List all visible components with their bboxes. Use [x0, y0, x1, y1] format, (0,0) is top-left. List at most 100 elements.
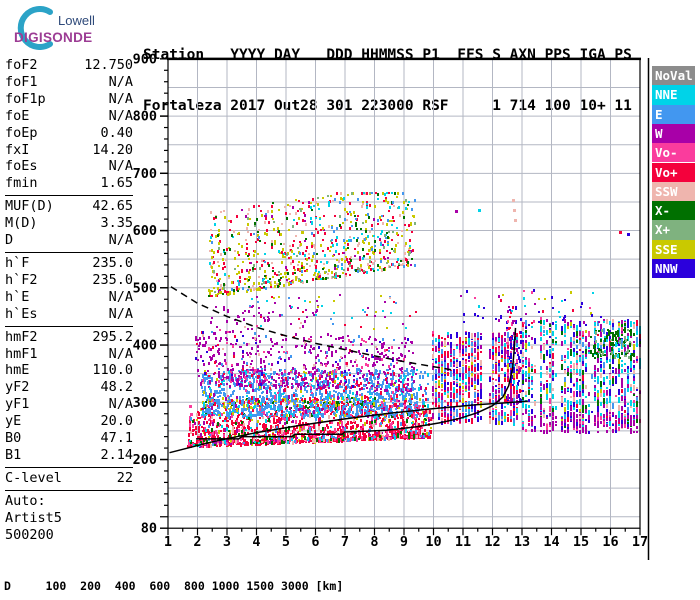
param-row-hf: h`F 235.0: [5, 255, 133, 272]
legend-item-sse: SSE: [652, 239, 695, 259]
scatter-purple-high-sparse: [210, 305, 319, 330]
param-label: foEs: [5, 158, 38, 175]
y-tick-label: 80: [141, 521, 157, 537]
scatter-point: [513, 209, 516, 212]
scatter-mid-sparse: [256, 294, 404, 325]
x-tick-label: 5: [282, 534, 290, 550]
param-label: h`F2: [5, 271, 38, 288]
scatter-second-hop: [208, 192, 415, 297]
param-row-he: h`E N/A: [5, 289, 133, 306]
y-tick-label: 400: [133, 338, 157, 354]
param-row-fmin: fmin 1.65: [5, 175, 133, 192]
legend-item-vo: Vo-: [652, 143, 695, 163]
scatter-point: [514, 219, 517, 222]
scatter-point: [478, 209, 481, 212]
param-value: 42.65: [92, 198, 133, 215]
scatter-mid-right-sparse: [474, 290, 591, 324]
scatter-right-outer-bottom: [522, 412, 638, 432]
x-tick-label: 4: [252, 534, 260, 550]
legend-item-ssw: SSW: [652, 181, 695, 202]
scatter-point: [627, 233, 630, 236]
param-label: foEp: [5, 124, 38, 141]
param-row-d: D N/A: [5, 232, 133, 249]
param-value: 22: [116, 469, 133, 486]
param-value: 12.750: [84, 57, 133, 73]
param-value: N/A: [108, 396, 133, 413]
curve-artist-trace: [196, 327, 517, 440]
x-tick-label: 12: [484, 534, 500, 550]
autoscaling-info: Auto: Artist5 500200: [5, 489, 133, 544]
param-row-b0: B0 47.1: [5, 430, 133, 447]
scatter-cusp-vertical: [506, 306, 522, 406]
param-group: C-level 22: [5, 466, 133, 487]
param-label: B0: [5, 430, 22, 447]
param-value: 235.0: [92, 254, 133, 271]
param-label: h`F: [5, 254, 30, 271]
legend-item-nne: NNE: [652, 85, 695, 105]
scatter-point: [189, 405, 192, 408]
param-label: M(D): [5, 215, 38, 232]
y-tick-label: 300: [133, 395, 157, 411]
scatter-cusp-vertical: [506, 306, 522, 402]
param-value: N/A: [108, 90, 133, 107]
x-tick-label: 10: [425, 534, 441, 550]
scatter-w-band: [195, 330, 415, 393]
x-tick-label: 11: [455, 534, 471, 550]
param-group: MUF(D) 42.65 M(D) 3.35 D N/A: [5, 195, 133, 249]
param-label: yF2: [5, 379, 30, 396]
param-group: foF2 12.750 foF1 N/A foF1p N/A foE N/A foEp 0.40 f…: [5, 57, 133, 192]
param-label: foF1: [5, 73, 38, 90]
x-tick-label: 3: [223, 534, 231, 550]
param-row-clevel: C-level 22: [5, 470, 133, 487]
x-tick-label: 9: [400, 534, 408, 550]
scatter-point: [190, 413, 193, 416]
y-tick-label: 600: [133, 223, 157, 239]
param-label: D: [5, 232, 14, 249]
param-label: B1: [5, 446, 22, 463]
x-tick-label: 15: [573, 534, 589, 550]
param-label: yF1: [5, 396, 30, 413]
param-row-yf2: yF2 48.2: [5, 379, 133, 396]
x-tick-label: 1: [164, 534, 172, 550]
scatter-point: [455, 210, 458, 213]
legend-item-w: W: [652, 123, 695, 144]
scatter-mid-right-sparse: [460, 295, 600, 324]
scatter-trace-green-top: [208, 396, 382, 411]
x-tick-label: 17: [632, 534, 648, 550]
param-value: 3.35: [100, 215, 133, 232]
param-label: fxI: [5, 141, 30, 158]
param-value: N/A: [108, 158, 133, 175]
y-tick-label: 200: [133, 452, 157, 468]
param-row-fxi: fxI 14.20: [5, 142, 133, 159]
auto-line: Auto:: [5, 492, 46, 509]
param-value: 235.0: [92, 271, 133, 288]
param-label: hmE: [5, 362, 30, 379]
param-label: foF1p: [5, 90, 46, 107]
param-group: hmF2 295.2 hmF1 N/A hmE 110.0 yF2 48.2 yF1 N/A yE 2…: [5, 325, 133, 464]
scaled-parameters-panel: foF2 12.750 foF1 N/A foF1p N/A foE N/A foEp 0.40 f…: [5, 57, 133, 543]
param-value: 110.0: [92, 362, 133, 379]
legend-item-x: X-: [652, 201, 695, 221]
y-tick-label: 900: [133, 51, 157, 67]
legend-item-noval: NoVal: [652, 66, 695, 86]
lowell-digisonde-logo: Lowell DIGISONDE: [6, 6, 126, 50]
legend-item-x: X+: [652, 220, 695, 240]
logo-digisonde-text: DIGISONDE: [14, 30, 93, 45]
param-row-mufd: MUF(D) 42.65: [5, 198, 133, 215]
param-value: 48.2: [100, 379, 133, 396]
y-tick-label: 800: [133, 109, 157, 125]
param-value: 0.40: [100, 124, 133, 141]
scatter-f-trace: [190, 407, 429, 448]
param-label: C-level: [5, 469, 62, 486]
param-row-b1: B1 2.14: [5, 447, 133, 464]
param-row-hmf1: hmF1 N/A: [5, 346, 133, 363]
x-tick-label: 16: [602, 534, 618, 550]
param-label: yE: [5, 413, 22, 430]
distance-row: D 100 200 400 600 800 1000 1500 3000 [km…: [4, 578, 344, 593]
param-label: fmin: [5, 175, 38, 192]
scatter-trace-green-top: [200, 396, 380, 411]
footer-block: D 100 200 400 600 800 1000 1500 3000 [km…: [4, 552, 696, 600]
param-value: N/A: [108, 107, 133, 124]
